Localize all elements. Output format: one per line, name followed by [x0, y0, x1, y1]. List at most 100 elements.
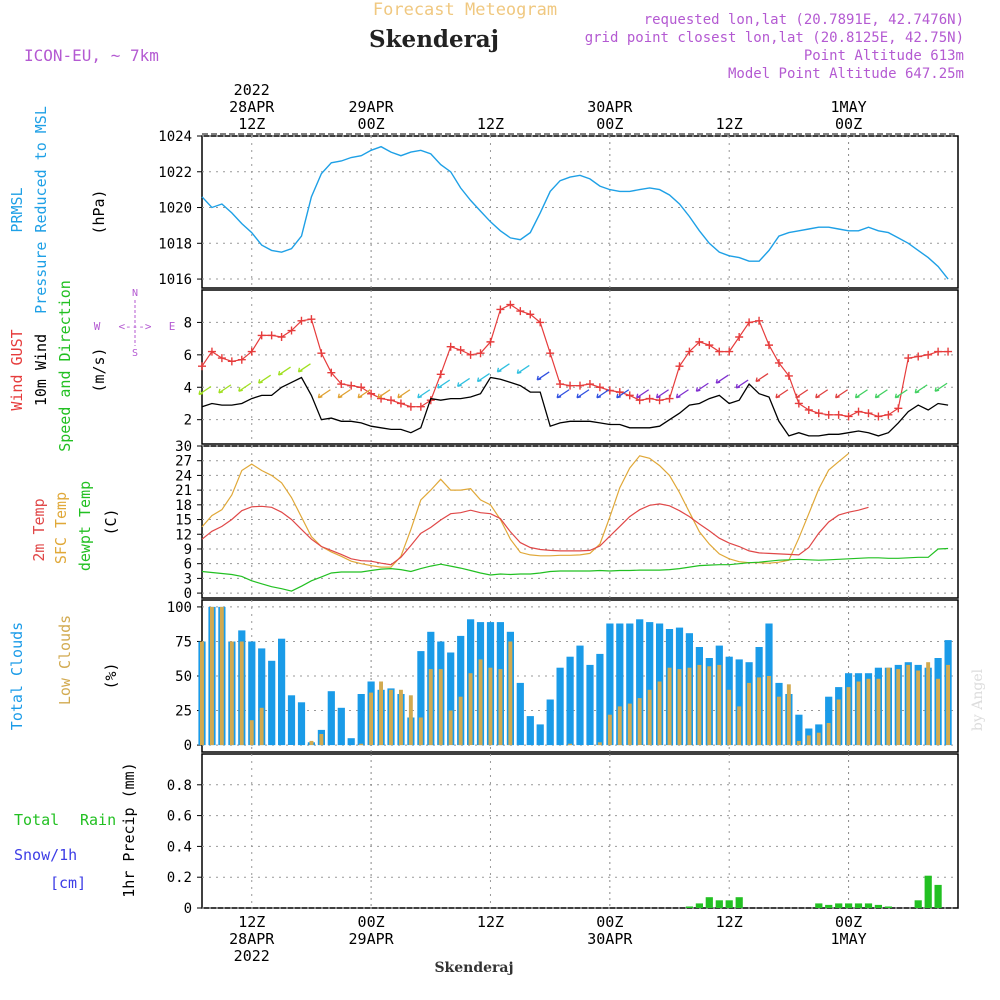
compass-w: W	[94, 320, 101, 333]
gust-marker	[257, 331, 266, 340]
wind-unit: (m/s)	[90, 347, 108, 392]
wind-arrow	[437, 379, 451, 389]
pressure-line	[201, 145, 949, 280]
rain-bar	[735, 897, 743, 908]
gust-marker	[446, 342, 455, 351]
total-cloud-bar	[636, 619, 644, 745]
meteogram-title: Forecast Meteogram	[373, 0, 557, 20]
grid-point-coords: grid point closest lon,lat (20.8125E, 42…	[585, 30, 964, 46]
low-cloud-bar	[408, 695, 413, 745]
gust-label: Wind GUST	[8, 329, 26, 410]
low-cloud-bar	[717, 664, 722, 745]
low-cloud-bar	[319, 734, 324, 746]
gust-marker	[347, 381, 356, 390]
low-cloud-bar	[667, 667, 672, 746]
y-tick-label: 75	[175, 634, 192, 650]
rain-bar	[854, 903, 863, 908]
low-cloud-bar	[508, 641, 513, 746]
low-cloud-bar	[249, 720, 254, 746]
total-cloud-bar	[248, 641, 256, 746]
gust-marker	[864, 409, 873, 418]
low-cloud-bar	[657, 681, 662, 746]
low-cloud-bar	[617, 706, 622, 746]
bottom-time-label: 00Z	[596, 913, 623, 931]
gust-marker	[536, 318, 545, 327]
wind-arrow	[417, 389, 431, 399]
total-cloud-bar	[327, 691, 335, 746]
low-cloud-bar	[846, 687, 851, 746]
rain-bar	[705, 897, 713, 908]
panel-5	[197, 753, 959, 909]
bottom-time-label: 12Z	[238, 913, 265, 931]
gust-marker	[774, 358, 783, 367]
low-cloud-bar	[936, 678, 940, 746]
gust-marker	[267, 331, 276, 340]
gust-marker	[217, 354, 226, 363]
low-cloud-bar	[697, 664, 702, 745]
gust-marker	[675, 362, 684, 371]
wind-arrow	[835, 389, 848, 399]
low-cloud-bar	[777, 696, 781, 746]
wind-arrow	[317, 389, 331, 399]
gust-marker	[367, 389, 376, 398]
top-time-label: 00Z	[358, 115, 385, 133]
gust-marker	[735, 333, 744, 342]
low-cloud-bar	[896, 669, 901, 746]
gust-marker	[794, 399, 803, 408]
total-cloud-bar	[735, 659, 743, 746]
total-cloud-bar	[646, 622, 654, 746]
y-tick-label: 6	[184, 348, 192, 364]
y-tick-label: 3	[184, 571, 192, 587]
wind-arrow	[755, 372, 769, 383]
gust-marker	[247, 347, 256, 356]
gust-marker	[585, 380, 594, 389]
y-tick-label: 12	[175, 527, 192, 543]
low-cloud-bar	[607, 714, 612, 746]
low-cloud-bar	[677, 669, 682, 746]
wind-arrow	[695, 382, 709, 392]
gust-marker	[765, 341, 773, 350]
rain-bar	[934, 884, 942, 908]
low-cloud-bar	[707, 666, 712, 746]
gust-line	[201, 303, 949, 418]
gust-marker	[387, 396, 395, 405]
gust-marker	[396, 399, 405, 408]
low-cloud-bar	[379, 681, 383, 746]
gust-marker	[814, 409, 823, 418]
gust-marker	[307, 315, 316, 324]
total-cloud-bar	[576, 645, 584, 746]
rain-bar	[924, 875, 932, 908]
wind-arrow	[815, 389, 829, 399]
gust-marker	[357, 383, 366, 392]
top-time-label: 1MAY	[831, 98, 867, 116]
gust-marker	[406, 402, 415, 411]
low-cloud-bar	[767, 676, 771, 746]
dewpt-line	[201, 547, 949, 592]
total-cloud-bar	[586, 664, 594, 745]
gust-marker	[337, 380, 346, 389]
low-cloud-bar	[886, 667, 891, 746]
wind-arrow	[596, 389, 610, 399]
low-cloud-bar	[448, 710, 453, 745]
y-tick-label: 1024	[158, 129, 192, 145]
wind-arrow	[476, 372, 490, 383]
total-cloud-bar	[566, 656, 574, 746]
gust-marker	[516, 307, 525, 316]
total-cloud-bar	[287, 695, 296, 745]
wind-arrow	[516, 364, 530, 375]
gust-marker	[456, 345, 465, 354]
low-cloud-bar	[737, 706, 742, 746]
y-tick-label: 25	[175, 704, 192, 720]
gust-marker	[615, 388, 624, 397]
total-cloud-bar	[825, 696, 833, 746]
temp-unit: (C)	[102, 508, 120, 535]
gust-marker	[576, 381, 584, 390]
y-tick-label: 0	[184, 738, 192, 754]
bottom-time-label: 12Z	[716, 913, 743, 931]
gust-marker	[824, 410, 833, 419]
gust-marker	[784, 371, 793, 380]
low-cloud-bar	[757, 677, 761, 746]
low-cloud-bar	[627, 703, 632, 746]
wind-label: 10m Wind	[32, 334, 50, 406]
